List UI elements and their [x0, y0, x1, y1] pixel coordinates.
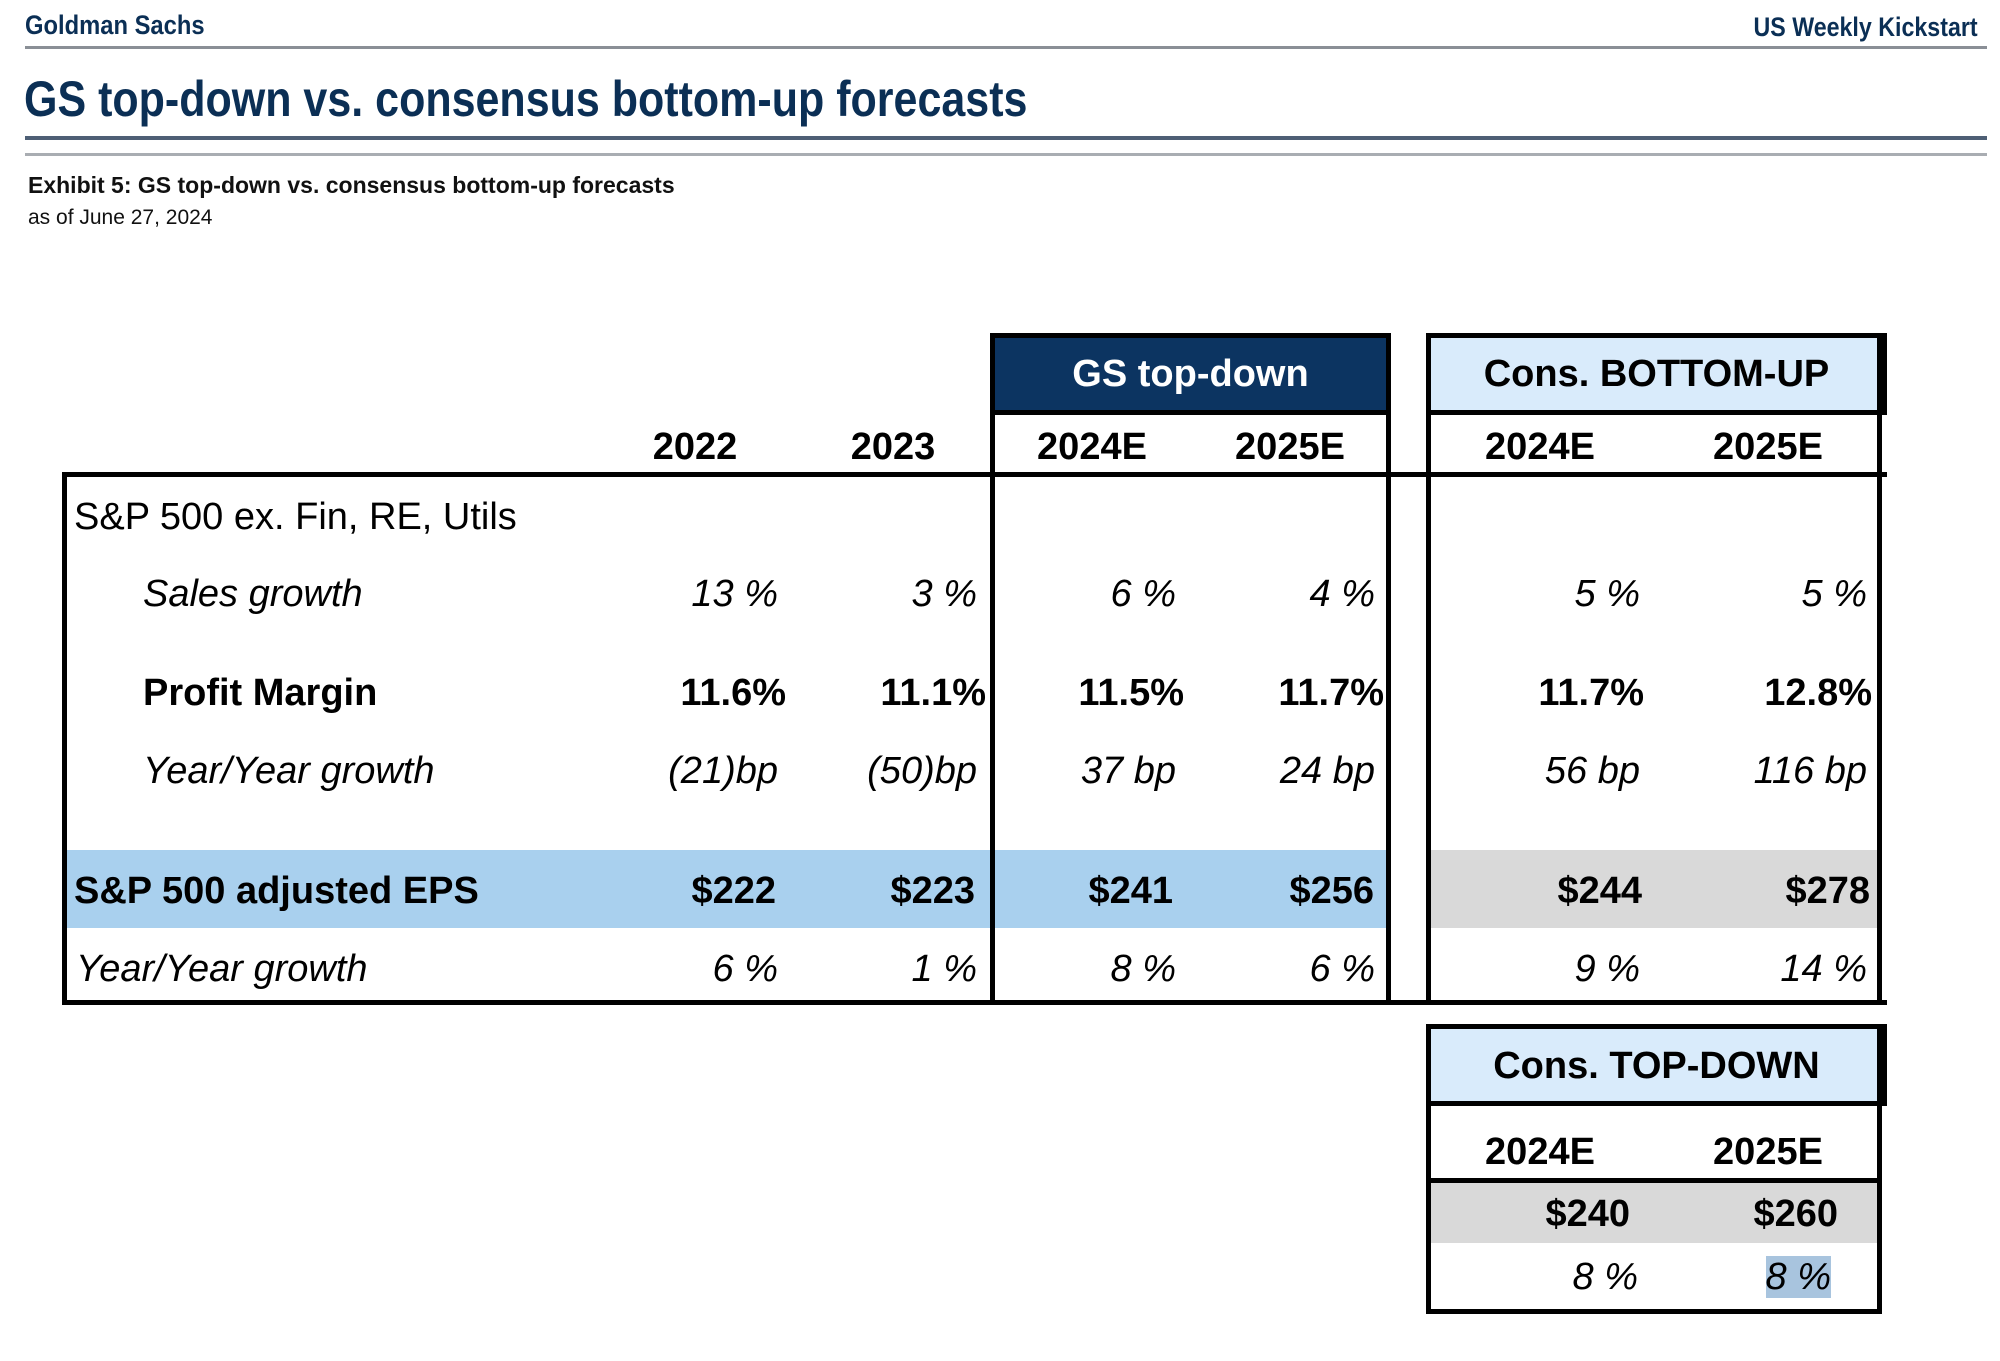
cell-gs-2025e: 24 bp — [1279, 750, 1375, 792]
eps-band-historical-gs — [67, 850, 1387, 928]
cell-gs-2025e: $256 — [1289, 870, 1374, 912]
selected-text[interactable]: 8 % — [1765, 1256, 1831, 1298]
cell-2022: $222 — [691, 870, 776, 912]
cons-top-down-year-line — [1426, 1178, 1882, 1183]
cell-gs-2024e: $241 — [1088, 870, 1173, 912]
cell-2023: (50)bp — [867, 750, 977, 792]
cell-cons-2025e: 116 bp — [1753, 750, 1867, 792]
cons-top-down-header-label: Cons. TOP-DOWN — [1493, 1045, 1820, 1087]
cell-2022: 6 % — [712, 948, 778, 990]
cons-top-down-growth-2025e[interactable]: 8 % — [1680, 1256, 1831, 1298]
cell-gs-2024e: 11.5% — [1078, 672, 1184, 714]
cell-cons-2024e: 5 % — [1574, 573, 1640, 615]
gs-left-border — [990, 333, 995, 1005]
cell-2023: 3 % — [911, 573, 977, 615]
row-label: Year/Year growth — [76, 948, 368, 990]
cell-gs-2024e: 8 % — [1110, 948, 1176, 990]
cell-2023: 11.1% — [880, 672, 986, 714]
cell-gs-2025e: 6 % — [1309, 948, 1375, 990]
cell-gs-2025e: 4 % — [1309, 573, 1375, 615]
cons-right-border — [1877, 333, 1882, 1005]
table-top-line — [62, 472, 1887, 477]
cell-cons-2025e: 14 % — [1780, 948, 1867, 990]
cell-gs-2024e: 37 bp — [1080, 750, 1176, 792]
header-divider — [25, 46, 1987, 49]
cell-cons-2025e: $278 — [1785, 870, 1870, 912]
cons-top-down-right-border — [1877, 1024, 1882, 1314]
cons-top-down-col-2025e: 2025E — [1713, 1131, 1823, 1173]
cell-cons-2025e: 12.8% — [1764, 672, 1872, 714]
brand-name: Goldman Sachs — [25, 10, 205, 40]
cell-2023: $223 — [890, 870, 975, 912]
eps-band-consensus — [1431, 850, 1878, 928]
cell-2022: (21)bp — [668, 750, 778, 792]
cell-gs-2025e: 11.7% — [1278, 672, 1384, 714]
cell-cons-2024e: $244 — [1557, 870, 1642, 912]
cons-top-down-header-cell — [1426, 1024, 1887, 1106]
col-header-2023: 2023 — [850, 426, 936, 468]
col-header-gs-2024e: 2024E — [1037, 426, 1147, 468]
exhibit-title: Exhibit 5: GS top-down vs. consensus bot… — [28, 172, 675, 198]
cons-top-down-col-2024e: 2024E — [1485, 1131, 1595, 1173]
cell-cons-2025e: 5 % — [1801, 573, 1867, 615]
page-title: GS top-down vs. consensus bottom-up fore… — [24, 71, 1028, 127]
cons-top-down-eps-2025e: $260 — [1753, 1193, 1838, 1235]
row-label: Profit Margin — [143, 672, 378, 714]
cell-gs-2024e: 6 % — [1110, 573, 1176, 615]
table-bottom-line — [62, 1000, 1887, 1005]
col-header-cons-2025e: 2025E — [1713, 426, 1823, 468]
cons-top-down-eps-2024e: $240 — [1545, 1193, 1630, 1235]
cell-2022: 13 % — [691, 573, 778, 615]
cons-top-down-left-border — [1426, 1024, 1431, 1314]
cell-2023: 1 % — [911, 948, 977, 990]
table-left-border — [62, 472, 67, 1005]
cell-cons-2024e: 56 bp — [1544, 750, 1640, 792]
col-header-gs-2025e: 2025E — [1235, 426, 1345, 468]
cons-left-border — [1426, 333, 1431, 1005]
cell-2022: 11.6% — [680, 672, 786, 714]
cons-top-down-bottom-line — [1426, 1309, 1882, 1314]
title-divider-dark — [25, 136, 1987, 140]
col-header-2022: 2022 — [652, 426, 738, 468]
gs-header-label: GS top-down — [1072, 353, 1309, 395]
cell-cons-2024e: 9 % — [1574, 948, 1640, 990]
col-header-cons-2024e: 2024E — [1485, 426, 1595, 468]
gs-right-border — [1386, 333, 1391, 1005]
cons-top-down-growth-2024e: 8 % — [1572, 1256, 1638, 1298]
row-label: Sales growth — [143, 573, 363, 615]
row-label: Year/Year growth — [143, 750, 435, 792]
row-label: S&P 500 adjusted EPS — [74, 870, 479, 912]
publication-name: US Weekly Kickstart — [1753, 12, 1978, 42]
cons-top-down-eps-band — [1431, 1183, 1878, 1243]
exhibit-date: as of June 27, 2024 — [28, 206, 213, 229]
title-divider-light — [25, 153, 1987, 156]
section-label: S&P 500 ex. Fin, RE, Utils — [74, 496, 517, 538]
cons-bottom-up-header-label: Cons. BOTTOM-UP — [1483, 353, 1830, 395]
cell-cons-2024e: 11.7% — [1538, 672, 1644, 714]
